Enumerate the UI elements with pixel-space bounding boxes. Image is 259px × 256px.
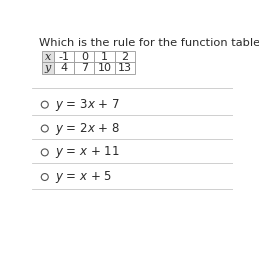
Text: 10: 10 xyxy=(97,63,111,73)
Text: 0: 0 xyxy=(81,51,88,61)
Bar xyxy=(54,51,74,62)
Bar xyxy=(42,62,54,74)
Text: 2: 2 xyxy=(121,51,128,61)
Text: 1: 1 xyxy=(101,51,108,61)
Text: Which is the rule for the function table?: Which is the rule for the function table… xyxy=(39,38,259,48)
Text: 13: 13 xyxy=(118,63,132,73)
Bar xyxy=(94,51,114,62)
Text: -1: -1 xyxy=(59,51,70,61)
Text: $\mathit{y}$ = 2$\mathit{x}$ + 8: $\mathit{y}$ = 2$\mathit{x}$ + 8 xyxy=(55,121,120,136)
Text: y: y xyxy=(45,63,51,73)
Text: 4: 4 xyxy=(61,63,68,73)
Text: $\mathit{y}$ = $\mathit{x}$ + 11: $\mathit{y}$ = $\mathit{x}$ + 11 xyxy=(55,144,120,160)
Text: $\mathit{y}$ = 3$\mathit{x}$ + 7: $\mathit{y}$ = 3$\mathit{x}$ + 7 xyxy=(55,97,120,113)
Bar xyxy=(114,51,135,62)
Bar xyxy=(74,62,94,74)
Bar xyxy=(54,62,74,74)
Bar xyxy=(114,62,135,74)
Bar xyxy=(94,62,114,74)
Bar xyxy=(42,51,54,62)
Bar xyxy=(74,51,94,62)
Text: $\mathit{y}$ = $\mathit{x}$ + 5: $\mathit{y}$ = $\mathit{x}$ + 5 xyxy=(55,169,112,185)
Text: x: x xyxy=(45,51,51,61)
Text: 7: 7 xyxy=(81,63,88,73)
